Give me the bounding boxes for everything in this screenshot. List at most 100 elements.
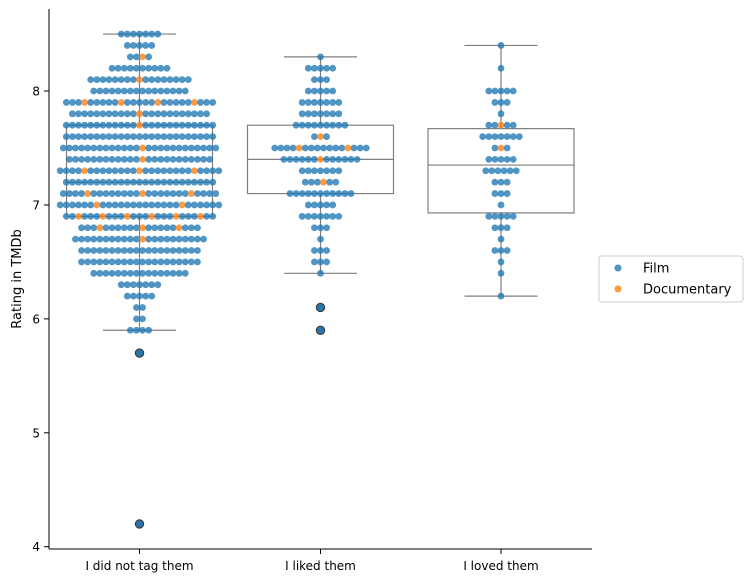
- point-film: [181, 235, 189, 243]
- point-film: [117, 212, 125, 220]
- point-film: [123, 281, 131, 289]
- point-film: [506, 167, 514, 175]
- point-documentary: [187, 190, 195, 197]
- point-film: [494, 167, 502, 175]
- point-film: [271, 144, 279, 152]
- point-film: [497, 190, 505, 197]
- point-documentary: [136, 76, 143, 84]
- point-film: [126, 247, 134, 254]
- point-film: [108, 247, 116, 254]
- point-film: [90, 247, 98, 254]
- point-film: [148, 42, 156, 49]
- point-film: [317, 99, 324, 106]
- point-film: [126, 190, 134, 197]
- point-film: [280, 155, 288, 163]
- point-film: [326, 144, 334, 152]
- point-film: [311, 155, 318, 163]
- point-film: [317, 235, 324, 243]
- point-film: [311, 247, 318, 254]
- legend-label-documentary: Documentary: [643, 283, 732, 298]
- point-documentary: [191, 167, 198, 175]
- point-film: [87, 133, 95, 140]
- point-film: [497, 224, 505, 232]
- point-documentary: [317, 133, 324, 140]
- point-film: [200, 144, 207, 152]
- point-film: [178, 121, 186, 129]
- point-film: [301, 178, 309, 186]
- point-film: [136, 99, 143, 106]
- point-film: [160, 76, 168, 84]
- point-film: [187, 258, 195, 266]
- point-film: [142, 178, 150, 186]
- point-documentary: [136, 110, 143, 118]
- point-film: [117, 281, 125, 289]
- point-film: [197, 178, 204, 186]
- point-film: [81, 110, 88, 118]
- point-film: [93, 212, 101, 220]
- point-film: [105, 178, 113, 186]
- point-film: [317, 87, 324, 95]
- point-film: [497, 87, 505, 95]
- point-film: [133, 64, 140, 72]
- point-film: [169, 247, 177, 254]
- point-film: [126, 155, 134, 163]
- point-film: [311, 133, 318, 140]
- point-film: [78, 224, 85, 232]
- point-film: [145, 224, 153, 232]
- point-film: [181, 269, 189, 277]
- point-documentary: [197, 212, 204, 220]
- point-film: [117, 167, 125, 175]
- point-film: [509, 212, 517, 220]
- point-film: [317, 269, 324, 277]
- point-film: [108, 235, 116, 243]
- point-film: [497, 110, 505, 118]
- point-film: [491, 190, 499, 197]
- point-film: [133, 155, 140, 163]
- point-film: [329, 167, 337, 175]
- point-film: [142, 133, 150, 140]
- point-film: [148, 292, 156, 300]
- point-film: [491, 87, 499, 95]
- point-film: [175, 190, 183, 197]
- point-documentary: [117, 99, 125, 106]
- point-film: [503, 87, 511, 95]
- point-film: [108, 258, 116, 266]
- point-film: [203, 99, 211, 106]
- y-tick-label: 7: [32, 198, 40, 212]
- point-film: [184, 212, 192, 220]
- point-film: [157, 224, 165, 232]
- point-film: [503, 212, 511, 220]
- point-film: [87, 212, 95, 220]
- point-film: [323, 155, 330, 163]
- point-film: [200, 190, 207, 197]
- point-film: [509, 133, 517, 140]
- point-film: [117, 133, 125, 140]
- point-film: [497, 133, 505, 140]
- point-film: [194, 224, 201, 232]
- y-tick-label: 4: [32, 540, 40, 554]
- point-film: [178, 167, 186, 175]
- point-film: [123, 76, 131, 84]
- point-film: [123, 178, 131, 186]
- point-film: [81, 133, 88, 140]
- point-film: [87, 76, 95, 84]
- point-film: [194, 247, 201, 254]
- point-documentary: [497, 144, 505, 152]
- point-film: [347, 190, 355, 197]
- point-film: [69, 110, 76, 118]
- point-film: [187, 247, 195, 254]
- point-film: [117, 30, 125, 38]
- point-film: [503, 247, 511, 254]
- point-film: [485, 155, 493, 163]
- point-film: [497, 155, 505, 163]
- point-film: [133, 315, 140, 323]
- point-film: [298, 110, 306, 118]
- point-film: [329, 155, 337, 163]
- point-film: [145, 269, 153, 277]
- point-film: [136, 178, 143, 186]
- point-film: [78, 258, 85, 266]
- point-film: [200, 155, 207, 163]
- point-film: [69, 99, 76, 106]
- point-film: [120, 258, 128, 266]
- point-film: [323, 121, 330, 129]
